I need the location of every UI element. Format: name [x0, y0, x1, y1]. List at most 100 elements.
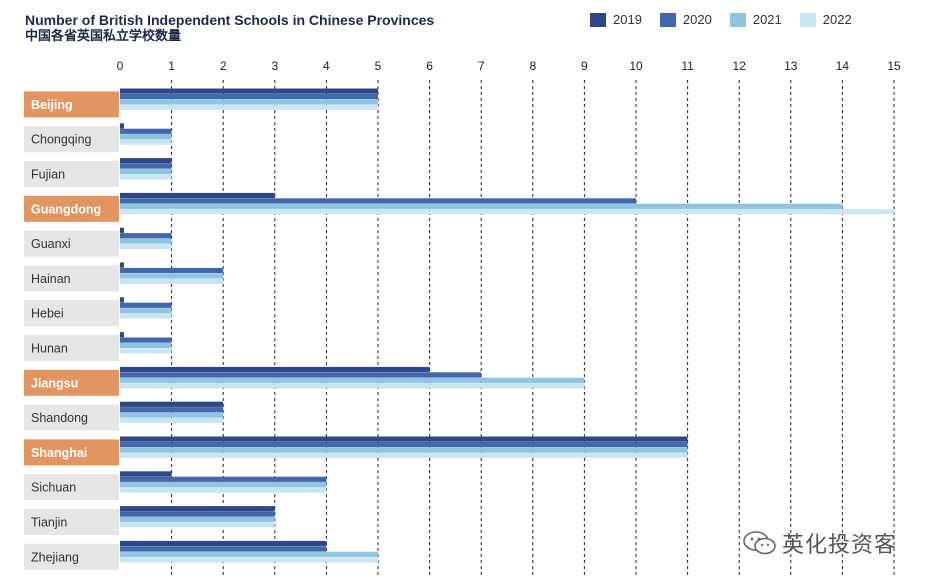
category-label-bg — [24, 439, 119, 466]
bar-guanxi-2020 — [120, 233, 172, 239]
bar-jiangsu-2020 — [120, 372, 482, 378]
category-label-bg — [24, 543, 119, 570]
legend: 2019 2020 2021 2022 — [590, 12, 870, 27]
bar-hebei-2019 — [120, 297, 124, 303]
bar-hebei-2022 — [120, 313, 172, 319]
bar-guanxi-2021 — [120, 238, 172, 244]
bar-zhejiang-2022 — [120, 557, 378, 563]
legend-item-2022: 2022 — [799, 12, 852, 27]
bar-sichuan-2019 — [120, 471, 172, 477]
category-label-guanxi: Guanxi — [31, 237, 71, 251]
category-label-hainan: Hainan — [31, 272, 71, 286]
legend-item-2020: 2020 — [659, 12, 712, 27]
category-label-shanghai: Shanghai — [31, 446, 87, 460]
category-label-guangdong: Guangdong — [31, 202, 101, 216]
bar-tianjin-2021 — [120, 516, 275, 523]
legend-label-2021: 2021 — [752, 12, 782, 27]
bar-fujian-2022 — [120, 174, 172, 180]
bar-zhejiang-2021 — [120, 551, 378, 557]
bar-jiangsu-2022 — [120, 383, 585, 389]
bar-hebei-2021 — [120, 308, 172, 314]
legend-swatch-2019 — [590, 12, 606, 27]
bar-sichuan-2020 — [120, 476, 327, 482]
legend-item-2019: 2019 — [590, 12, 642, 27]
wechat-icon — [743, 531, 776, 555]
bar-zhejiang-2019 — [120, 540, 327, 547]
category-label-bg — [24, 230, 119, 257]
category-label-shandong: Shandong — [31, 411, 88, 425]
legend-swatch-2020 — [659, 12, 676, 27]
legend-swatch-2022 — [799, 12, 816, 27]
bar-hunan-2022 — [120, 348, 172, 354]
legend-label-2019: 2019 — [613, 12, 642, 27]
category-label-bg — [24, 404, 119, 431]
x-tick-label: 8 — [529, 59, 536, 73]
legend-label-2022: 2022 — [822, 12, 852, 27]
chart-title-block: Number of British Independent Schools in… — [25, 11, 434, 45]
bar-hebei-2020 — [120, 302, 172, 308]
bar-hainan-2021 — [120, 273, 224, 279]
category-label-zhejiang: Zhejiang — [31, 550, 79, 564]
category-label-bg — [24, 126, 119, 153]
category-label-bg — [24, 161, 119, 187]
watermark-text: 英化投资客 — [782, 533, 898, 558]
bar-shandong-2020 — [120, 407, 224, 413]
bar-shanghai-2019 — [120, 436, 688, 442]
bar-hainan-2020 — [120, 267, 224, 274]
category-label-fujian: Fujian — [31, 168, 65, 182]
bar-beijing-2020 — [120, 93, 378, 100]
bar-sichuan-2021 — [120, 482, 327, 488]
bar-tianjin-2019 — [120, 506, 275, 512]
legend-swatch-2021 — [729, 12, 746, 27]
x-tick-label: 15 — [887, 59, 901, 73]
bar-hainan-2022 — [120, 278, 224, 284]
x-tick-label: 7 — [478, 59, 485, 73]
bar-guangdong-2022 — [120, 209, 894, 215]
bar-hunan-2019 — [120, 332, 124, 338]
bar-hainan-2019 — [120, 262, 124, 268]
category-label-bg — [24, 91, 119, 118]
bar-hunan-2021 — [120, 342, 172, 349]
category-label-hebei: Hebei — [31, 307, 64, 321]
bar-chongqing-2022 — [120, 139, 172, 145]
bar-tianjin-2020 — [120, 511, 275, 517]
bar-guanxi-2019 — [120, 227, 124, 233]
bar-beijing-2019 — [120, 88, 378, 94]
bar-chongqing-2020 — [120, 128, 172, 134]
watermark: 英化投资客 — [742, 527, 897, 559]
category-label-sichuan: Sichuan — [31, 481, 76, 495]
category-label-beijing: Beijing — [31, 98, 73, 112]
x-tick-label: 2 — [220, 59, 227, 73]
category-label-bg — [24, 509, 119, 535]
x-tick-label: 3 — [271, 59, 278, 73]
category-label-hunan: Hunan — [31, 342, 68, 356]
bar-chongqing-2019 — [120, 123, 124, 129]
category-label-bg — [24, 474, 119, 501]
category-label-tianjin: Tianjin — [31, 516, 67, 530]
bar-fujian-2021 — [120, 168, 172, 175]
bar-guangdong-2019 — [120, 192, 275, 199]
x-tick-label: 10 — [629, 59, 643, 73]
bar-jiangsu-2019 — [120, 366, 430, 373]
bar-jiangsu-2021 — [120, 377, 585, 383]
bar-beijing-2022 — [120, 104, 378, 110]
category-label-bg — [24, 300, 119, 327]
bar-shandong-2022 — [120, 417, 224, 424]
bar-guanxi-2022 — [120, 243, 172, 250]
bar-chongqing-2021 — [120, 134, 172, 140]
x-tick-label: 4 — [323, 59, 330, 73]
legend-item-2021: 2021 — [729, 12, 782, 27]
bar-zhejiang-2020 — [120, 546, 327, 552]
x-tick-label: 6 — [426, 59, 433, 73]
category-label-bg — [24, 369, 119, 396]
x-tick-label: 13 — [784, 59, 798, 73]
bar-fujian-2020 — [120, 163, 172, 169]
bar-sichuan-2022 — [120, 487, 327, 493]
bar-guangdong-2021 — [120, 203, 843, 209]
category-label-bg — [24, 265, 119, 292]
bar-tianjin-2022 — [120, 522, 275, 528]
bar-shandong-2021 — [120, 412, 224, 418]
x-tick-label: 1 — [168, 59, 175, 73]
bar-fujian-2019 — [120, 158, 172, 164]
